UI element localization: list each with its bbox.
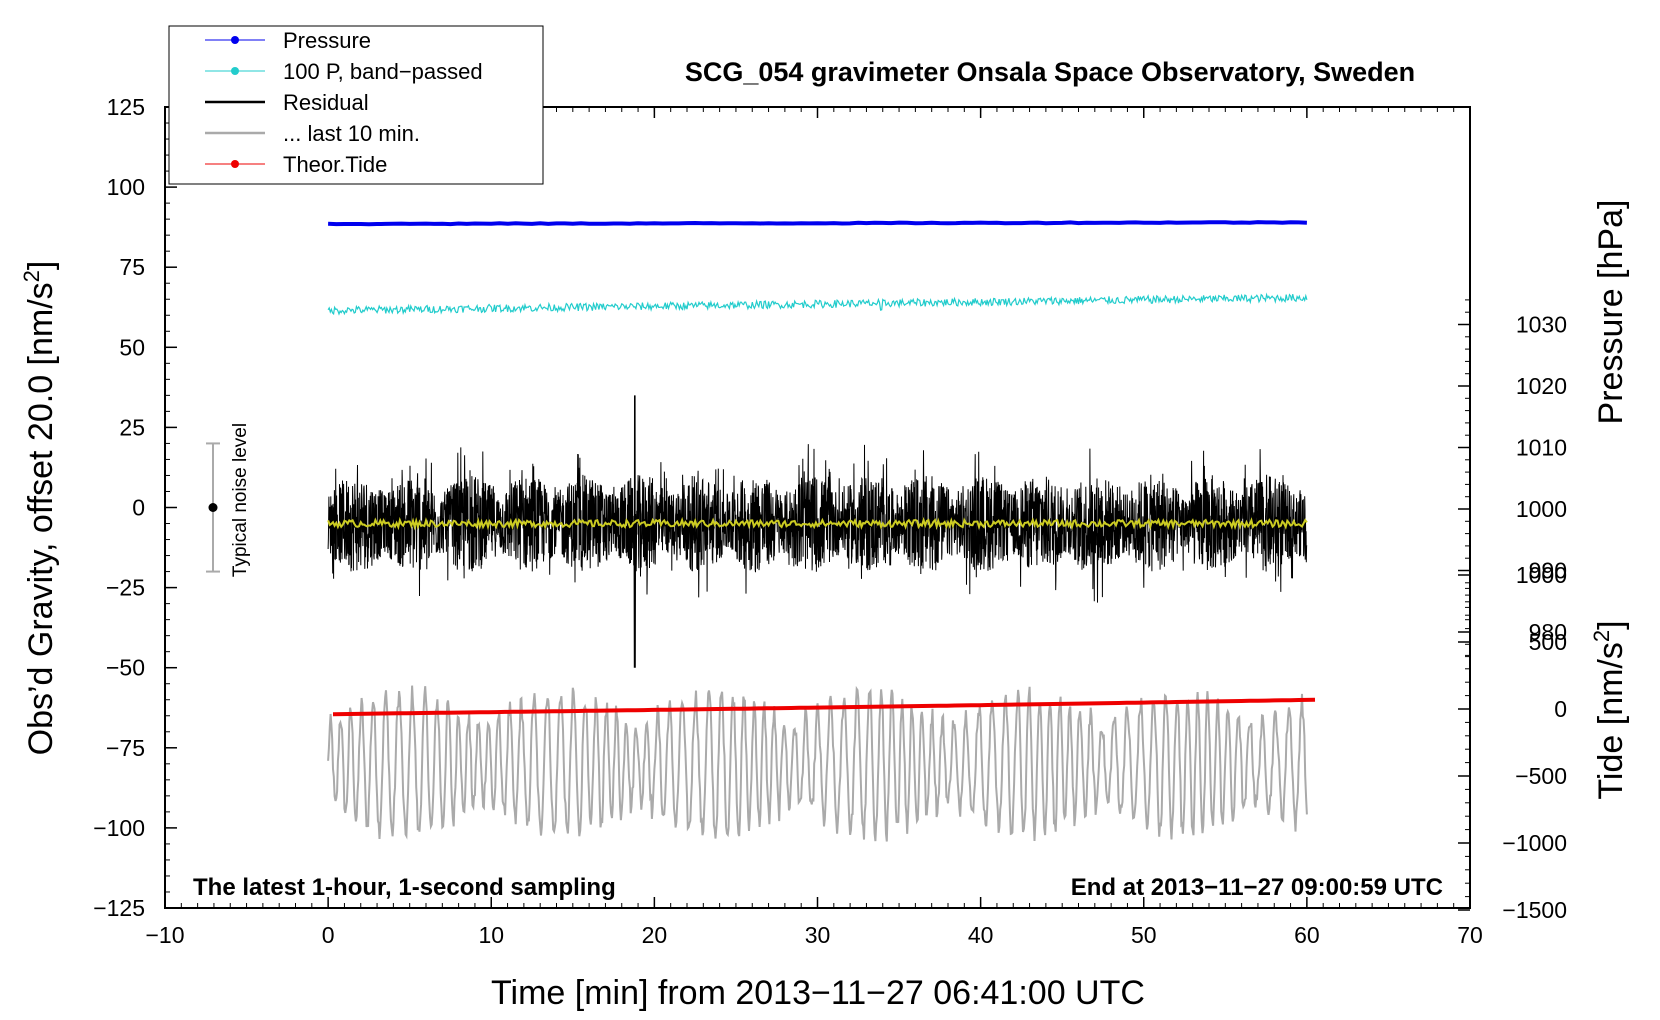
- pressure-tick-label: 1030: [1516, 312, 1567, 338]
- noise-level-indicator: [206, 442, 220, 573]
- y-axis-label-tide-close: ]: [1592, 620, 1630, 629]
- pressure-tick-label: 1000: [1516, 496, 1567, 522]
- y-tick-label: −50: [106, 655, 145, 681]
- noise-level-label: Typical noise level: [230, 423, 251, 577]
- tide-tick-label: 0: [1554, 696, 1567, 722]
- theor-tide-series: [332, 697, 1316, 717]
- y-axis-label-left-close: ]: [22, 261, 60, 270]
- end-time-note: End at 2013−11−27 09:00:59 UTC: [1071, 874, 1443, 901]
- x-axis-label: Time [min] from 2013−11−27 06:41:00 UTC: [491, 974, 1145, 1012]
- y-tick-label: 50: [119, 334, 145, 360]
- legend-marker: [231, 36, 239, 44]
- legend-label: Theor.Tide: [283, 152, 387, 177]
- x-tick-label: −10: [145, 922, 184, 948]
- legend-marker: [231, 160, 239, 168]
- x-tick-label: 10: [478, 922, 504, 948]
- y-axis-label-pressure: Pressure [hPa]: [1592, 200, 1630, 425]
- x-tick-label: 50: [1131, 922, 1157, 948]
- pressure-tick-label: 990: [1529, 558, 1567, 584]
- series-group: [327, 220, 1316, 842]
- y-axis-label-left-text: Obs’d Gravity, offset 20.0 [nm/s: [22, 282, 60, 755]
- tide-tick-label: −1500: [1502, 897, 1567, 923]
- y-tick-label: 125: [107, 94, 145, 120]
- legend-marker: [231, 67, 239, 75]
- sampling-note: The latest 1-hour, 1-second sampling: [193, 874, 616, 901]
- tide-tick-label: 500: [1529, 629, 1567, 655]
- y-axis-label-tide-sup: 2: [1589, 630, 1614, 642]
- x-tick-label: 30: [805, 922, 831, 948]
- y-tick-label: 75: [119, 254, 145, 280]
- y-tick-label: 0: [132, 495, 145, 521]
- y-axis-label-left: Obs’d Gravity, offset 20.0 [nm/s2]: [19, 261, 60, 756]
- y-axis-label-left-sup: 2: [19, 270, 44, 282]
- legend-label: Pressure: [283, 28, 371, 53]
- x-tick-label: 20: [642, 922, 668, 948]
- legend-label: ... last 10 min.: [283, 121, 420, 146]
- x-tick-label: 60: [1294, 922, 1320, 948]
- pressure-tick-label: 980: [1529, 619, 1567, 645]
- tide-tick-label: −500: [1515, 763, 1567, 789]
- band-passed-series: [327, 292, 1308, 316]
- tide-tick-label: −1000: [1502, 830, 1567, 856]
- y-axis-label-tide-text: Tide [nm/s: [1592, 642, 1630, 799]
- x-tick-label: 70: [1457, 922, 1483, 948]
- residual-series: [327, 395, 1308, 668]
- legend-label: 100 P, band−passed: [283, 59, 483, 84]
- y-tick-label: −25: [106, 575, 145, 601]
- y-axis-ticks: 125 100 75 50 25 0 −25 −50 −75 −100 −125: [93, 94, 177, 921]
- y-axis-label-tide: Tide [nm/s2]: [1589, 620, 1630, 799]
- x-axis-ticks: −10 0 10 20 30 40 50 60 70: [145, 107, 1483, 948]
- tide-axis-ticks: 1000 500 0 −500 −1000 −1500: [1458, 562, 1567, 923]
- y-tick-label: −75: [106, 735, 145, 761]
- chart-title: SCG_054 gravimeter Onsala Space Observat…: [685, 57, 1415, 87]
- x-tick-label: 40: [968, 922, 994, 948]
- y-tick-label: 100: [107, 174, 145, 200]
- pressure-series: [328, 220, 1307, 227]
- y-tick-label: 25: [119, 414, 145, 440]
- tide-tick-label: 1000: [1516, 562, 1567, 588]
- residual-smoothed-series: [327, 516, 1308, 531]
- y-tick-label: −100: [93, 815, 145, 841]
- pressure-tick-label: 1010: [1516, 435, 1567, 461]
- y-tick-label: −125: [93, 895, 145, 921]
- legend-box: [168, 25, 544, 185]
- x-tick-label: 0: [322, 922, 335, 948]
- last-10-min-series: [327, 685, 1308, 842]
- legend-label: Residual: [283, 90, 369, 115]
- pressure-tick-label: 1020: [1516, 373, 1567, 399]
- noise-center-dot: [208, 503, 218, 512]
- legend: Pressure 100 P, band−passed Residual ... la…: [168, 25, 544, 185]
